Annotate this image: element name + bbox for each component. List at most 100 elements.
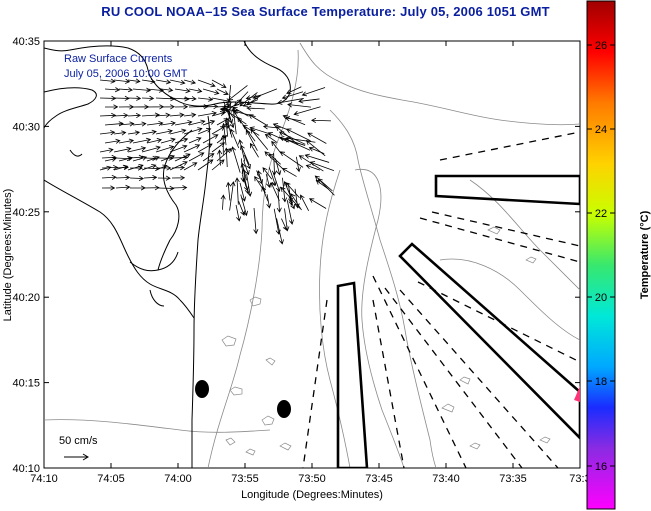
current-vector <box>146 87 164 93</box>
current-vector <box>141 78 156 84</box>
current-vector <box>129 165 143 171</box>
current-vector <box>169 144 188 153</box>
current-vector <box>305 164 321 171</box>
current-vector <box>234 177 240 205</box>
current-vector <box>118 121 135 127</box>
current-vector <box>309 198 327 209</box>
current-vector <box>202 134 219 144</box>
current-vector <box>183 79 197 85</box>
x-tick-label: 74:05 <box>97 473 125 485</box>
current-vector <box>202 153 215 162</box>
current-vector <box>99 95 117 101</box>
current-vector <box>317 178 335 196</box>
current-vector <box>256 170 263 185</box>
current-vector <box>113 130 127 136</box>
current-vector <box>279 151 304 168</box>
current-vector <box>211 159 225 171</box>
current-vector <box>127 130 141 136</box>
y-axis-label: Latitude (Degrees:Minutes) <box>2 189 14 322</box>
current-vector <box>272 172 281 193</box>
colorbar-tick-label: 24 <box>595 124 607 136</box>
current-vector <box>183 144 201 153</box>
current-vector <box>115 164 129 170</box>
current-vector <box>288 196 296 210</box>
current-vector <box>264 133 278 143</box>
current-vector <box>307 132 327 144</box>
current-vector <box>242 124 260 136</box>
current-vector <box>99 147 114 153</box>
current-vector <box>264 151 285 171</box>
current-vector <box>197 127 212 135</box>
colorbar-tick-label: 26 <box>595 40 607 52</box>
current-vector <box>155 128 173 135</box>
current-vector <box>222 99 243 115</box>
current-vector <box>113 146 132 153</box>
current-vector <box>157 175 171 181</box>
current-vector <box>304 153 330 163</box>
current-vector <box>310 117 331 123</box>
current-vector <box>282 177 288 203</box>
y-tick-label: 40:20 <box>12 292 40 304</box>
current-vector <box>169 79 186 85</box>
colorbar-tick-label: 22 <box>595 208 607 220</box>
current-vector <box>225 102 232 129</box>
current-vector <box>115 175 131 181</box>
current-vector <box>188 119 206 126</box>
current-vector <box>188 88 203 94</box>
y-tick-label: 40:30 <box>12 121 40 133</box>
current-vector <box>268 153 281 165</box>
current-vector <box>250 128 269 150</box>
colorbar-tick-label: 18 <box>595 376 607 388</box>
current-vector <box>220 134 226 155</box>
current-vector <box>286 86 302 95</box>
current-vector <box>242 99 259 107</box>
current-vector <box>270 182 280 201</box>
current-vector <box>253 207 259 235</box>
current-vector <box>99 78 116 84</box>
x-tick-label: 73:40 <box>432 473 460 485</box>
current-vector <box>216 148 232 162</box>
current-vector <box>202 104 219 110</box>
station-marker-1 <box>195 380 209 398</box>
current-vector <box>244 177 250 195</box>
current-vector <box>232 106 249 117</box>
current-vector <box>268 167 277 187</box>
y-tick-label: 40:25 <box>12 207 40 219</box>
current-vector <box>238 201 246 216</box>
current-vector <box>229 181 236 211</box>
current-vector <box>286 199 294 225</box>
scale-label: 50 cm/s <box>59 435 98 447</box>
current-vector <box>143 165 161 172</box>
current-vector <box>118 87 134 93</box>
current-vector <box>115 156 133 162</box>
current-vector <box>225 181 232 201</box>
current-vector <box>277 98 304 105</box>
current-vector <box>301 87 326 97</box>
current-vector <box>272 123 289 131</box>
current-vector <box>281 218 288 231</box>
current-vector <box>160 104 176 110</box>
x-tick-label: 73:50 <box>298 473 326 485</box>
current-vector <box>265 173 272 188</box>
current-vector <box>101 154 117 161</box>
mask-polygon-diagonal <box>398 242 580 440</box>
noise-contours <box>221 226 551 456</box>
current-vector <box>171 165 186 171</box>
current-vector <box>197 79 216 88</box>
current-vector <box>239 92 258 107</box>
current-vector <box>295 156 301 173</box>
current-vector <box>211 79 227 88</box>
current-vector <box>129 175 145 181</box>
overlay-title: Raw Surface Currents <box>64 53 173 65</box>
colorbar-label: Temperature (°C) <box>639 210 651 299</box>
current-vector <box>183 127 203 135</box>
mask-polygon-south <box>336 281 369 468</box>
current-vector <box>183 162 198 171</box>
current-vector <box>197 159 214 171</box>
current-vector <box>262 167 273 180</box>
current-vector <box>246 105 265 111</box>
current-vector <box>252 88 278 100</box>
current-vector <box>261 186 269 202</box>
current-vector <box>104 87 121 93</box>
current-vector <box>188 137 202 144</box>
